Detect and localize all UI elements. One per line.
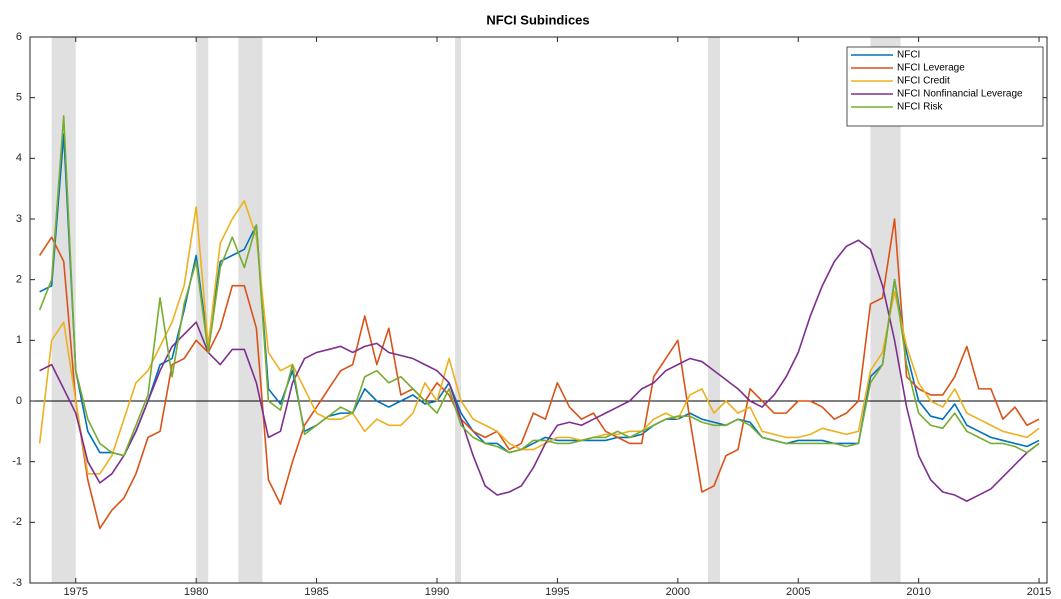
shaded-period: [455, 37, 462, 583]
shaded-period: [870, 37, 901, 583]
legend-box: [846, 46, 1044, 127]
x-tick-label: 1975: [64, 586, 88, 598]
y-tick-label: -1: [12, 456, 22, 468]
shaded-period: [238, 37, 263, 583]
series-line: [38, 218, 1040, 530]
y-tick-label: 5: [16, 92, 22, 104]
series-line: [38, 200, 1040, 475]
y-tick-label: -2: [12, 516, 22, 528]
y-tick-label: 0: [16, 395, 22, 407]
series-line: [38, 115, 1040, 457]
legend-label: NFCI Nonfinancial Leverage: [897, 89, 1023, 100]
y-tick-label: -3: [12, 577, 22, 589]
x-tick-label: 1980: [184, 586, 208, 598]
y-tick-label: 3: [16, 213, 22, 225]
x-tick-label: 1985: [304, 586, 328, 598]
x-tick-label: 1995: [545, 586, 569, 598]
x-tick-label: 2000: [666, 586, 690, 598]
legend-label: NFCI Risk: [897, 102, 944, 113]
series-line: [39, 239, 1040, 502]
plot-frame: [29, 36, 1048, 584]
legend-label: NFCI: [897, 50, 920, 61]
y-tick-label: 6: [16, 31, 22, 43]
x-tick-label: 1990: [425, 586, 449, 598]
x-tick-label: 2015: [1027, 586, 1051, 598]
y-tick-label: 1: [16, 334, 22, 346]
y-tick-label: 2: [16, 274, 22, 286]
shaded-period: [707, 37, 720, 583]
y-tick-label: 4: [16, 152, 22, 164]
legend-label: NFCI Leverage: [897, 63, 965, 74]
x-tick-label: 2010: [906, 586, 930, 598]
chart-title: NFCI Subindices: [486, 12, 589, 27]
legend-label: NFCI Credit: [897, 76, 950, 87]
x-tick-label: 2005: [786, 586, 810, 598]
